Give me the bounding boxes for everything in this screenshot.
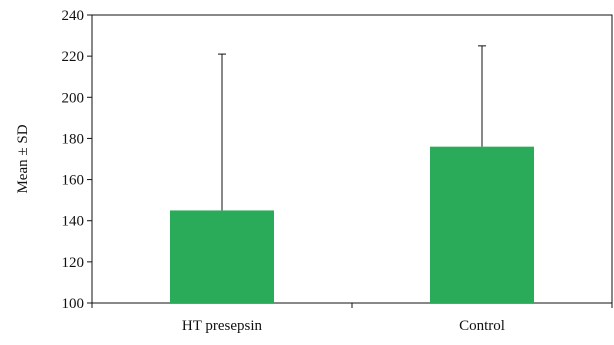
x-axis-ticks: HT presepsin Control — [91, 303, 613, 334]
x-category-label: HT presepsin — [182, 318, 263, 334]
y-tick-label: 220 — [62, 49, 85, 65]
y-tick-label: 120 — [62, 255, 85, 271]
error-bars-group — [218, 45, 486, 211]
y-tick-label: 240 — [62, 8, 85, 24]
y-axis-ticks: 100 120 140 160 180 200 220 240 — [62, 8, 92, 312]
bar — [170, 210, 274, 303]
bar — [430, 146, 534, 303]
y-tick-label: 180 — [62, 131, 85, 147]
y-tick-label: 200 — [62, 90, 85, 106]
y-tick-label: 140 — [62, 214, 85, 230]
y-tick-label: 100 — [62, 296, 85, 312]
y-axis-label: Mean ± SD — [15, 124, 31, 193]
bars-group — [170, 146, 534, 303]
y-tick-label: 160 — [62, 173, 85, 189]
x-category-label: Control — [459, 318, 505, 334]
